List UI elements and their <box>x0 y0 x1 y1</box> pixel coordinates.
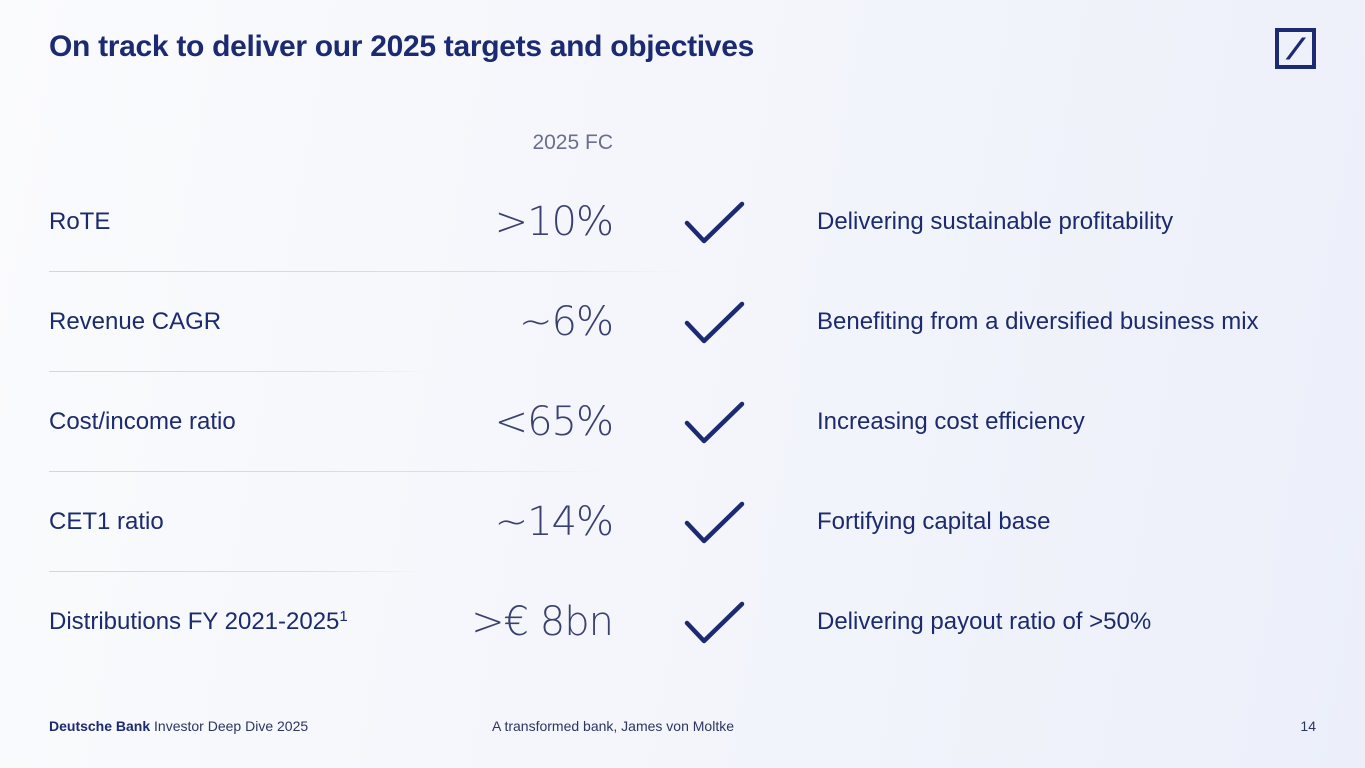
check-icon <box>684 601 745 644</box>
row-divider <box>49 271 689 272</box>
row-label: CET1 ratio <box>49 508 164 535</box>
check-icon <box>684 401 745 444</box>
row-description: Delivering sustainable profitability <box>817 208 1174 235</box>
row-target-value: >€ 8bn <box>471 599 614 645</box>
row-target-value: <65% <box>494 399 614 445</box>
slide-title: On track to deliver our 2025 targets and… <box>49 30 754 63</box>
column-header-2025-fc: 2025 FC <box>532 131 613 154</box>
check-icon <box>684 501 745 544</box>
page-number: 14 <box>1300 718 1316 734</box>
row-description: Fortifying capital base <box>817 508 1051 535</box>
row-target-value: ~14% <box>494 499 614 545</box>
footnote-marker: 1 <box>339 608 348 625</box>
row-divider <box>49 371 429 372</box>
footer-event: Investor Deep Dive 2025 <box>154 718 309 734</box>
target-row-cet1-ratio: CET1 ratio ~14% Fortifying capital base <box>0 472 1365 572</box>
row-divider <box>49 571 429 572</box>
row-label: Revenue CAGR <box>49 308 222 335</box>
deutsche-bank-logo <box>1275 28 1316 69</box>
row-target-value: >10% <box>494 199 614 245</box>
row-target-value: ~6% <box>519 299 614 345</box>
row-description: Benefiting from a diversified business m… <box>817 308 1259 335</box>
check-icon <box>684 301 745 344</box>
footer-brand-name: Deutsche Bank <box>49 718 151 734</box>
row-description: Increasing cost efficiency <box>817 408 1085 435</box>
target-row-distributions: Distributions FY 2021-20251 >€ 8bn Deliv… <box>0 572 1365 672</box>
row-label: Cost/income ratio <box>49 408 236 435</box>
check-icon <box>684 201 745 244</box>
footer-presentation-title: A transformed bank, James von Moltke <box>492 718 734 734</box>
target-row-cost-income-ratio: Cost/income ratio <65% Increasing cost e… <box>0 372 1365 472</box>
row-label: Distributions FY 2021-20251 <box>49 572 348 672</box>
target-row-rote: RoTE >10% Delivering sustainable profita… <box>0 172 1365 272</box>
footer-brand: Deutsche Bank Investor Deep Dive 2025 <box>49 718 308 734</box>
row-divider <box>49 471 609 472</box>
row-label-text: Distributions FY 2021-2025 <box>49 608 340 635</box>
target-row-revenue-cagr: Revenue CAGR ~6% Benefiting from a diver… <box>0 272 1365 372</box>
row-label: RoTE <box>49 208 111 235</box>
row-description: Delivering payout ratio of >50% <box>817 608 1152 635</box>
